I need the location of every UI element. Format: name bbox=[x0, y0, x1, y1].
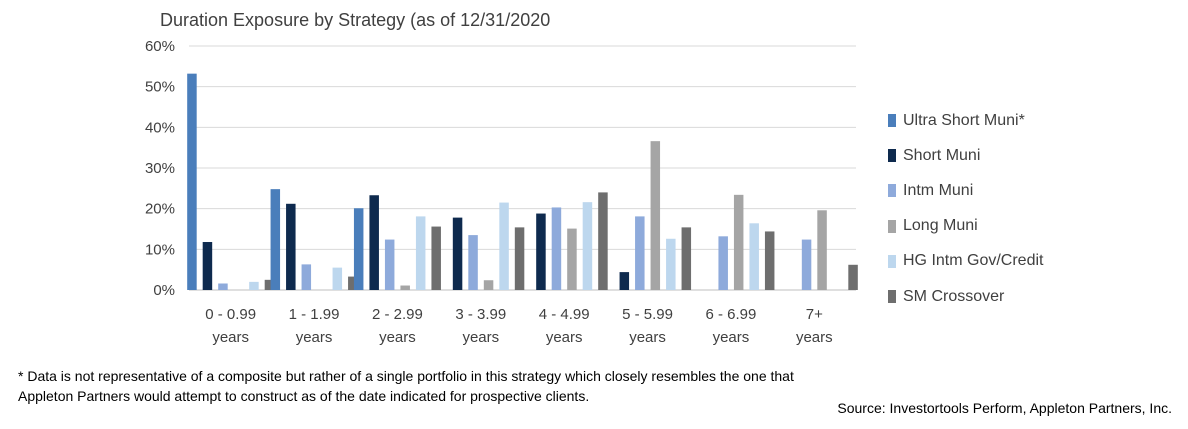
x-tick-label: 6 - 6.99 bbox=[706, 306, 757, 323]
x-tick-label: years bbox=[296, 329, 333, 346]
y-tick-label: 30% bbox=[145, 160, 175, 177]
bar bbox=[483, 280, 494, 290]
bar bbox=[452, 217, 463, 290]
bar bbox=[431, 226, 441, 290]
bar bbox=[369, 195, 379, 290]
bar bbox=[749, 223, 759, 290]
legend-swatch bbox=[888, 114, 896, 128]
bar bbox=[551, 207, 562, 290]
bar bbox=[567, 228, 577, 290]
y-tick-label: 50% bbox=[145, 79, 175, 96]
bar bbox=[202, 242, 213, 290]
bar bbox=[187, 73, 197, 290]
bar bbox=[499, 202, 509, 290]
x-tick-label: 3 - 3.99 bbox=[455, 306, 506, 323]
x-tick-label: years bbox=[629, 329, 666, 346]
bar bbox=[681, 227, 692, 290]
bar bbox=[332, 267, 343, 290]
x-tick-label: 4 - 4.99 bbox=[539, 306, 590, 323]
x-axis-tick-labels: 0 - 0.99 years 1 - 1.99 years 2 - 2.99 years 3… bbox=[205, 306, 832, 346]
x-tick-label: 2 - 2.99 bbox=[372, 306, 423, 323]
bar bbox=[666, 238, 676, 290]
bar bbox=[270, 189, 281, 290]
x-tick-label: years bbox=[462, 329, 499, 346]
x-tick-label: 1 - 1.99 bbox=[289, 306, 340, 323]
bar bbox=[817, 210, 827, 290]
legend-item: Intm Muni bbox=[888, 173, 1043, 208]
legend-item: Short Muni bbox=[888, 138, 1043, 173]
x-tick-label: years bbox=[212, 329, 249, 346]
x-tick-label: years bbox=[713, 329, 750, 346]
legend-swatch bbox=[888, 254, 896, 268]
x-tick-label: years bbox=[546, 329, 583, 346]
y-tick-label: 60% bbox=[145, 38, 175, 55]
bar bbox=[536, 213, 546, 290]
bar bbox=[650, 141, 661, 290]
bar bbox=[619, 272, 630, 290]
bar bbox=[218, 283, 228, 290]
bar bbox=[249, 281, 259, 290]
y-axis-tick-labels: 0% 10% 20% 30% 40% 50% 60% bbox=[145, 38, 175, 299]
legend-item: Ultra Short Muni* bbox=[888, 103, 1043, 138]
legend-item: SM Crossover bbox=[888, 279, 1043, 314]
x-tick-label: 0 - 0.99 bbox=[205, 306, 256, 323]
footnote: * Data is not representative of a compos… bbox=[18, 368, 794, 404]
bar bbox=[733, 194, 744, 290]
bar bbox=[400, 285, 410, 290]
legend-swatch bbox=[888, 149, 896, 163]
bar bbox=[415, 216, 426, 290]
y-tick-label: 40% bbox=[145, 119, 175, 136]
y-tick-label: 20% bbox=[145, 201, 175, 218]
bars bbox=[187, 73, 858, 290]
legend-item: Long Muni bbox=[888, 209, 1043, 244]
bar bbox=[801, 239, 812, 290]
bar bbox=[286, 203, 296, 290]
bar bbox=[718, 236, 728, 290]
legend-label: Intm Muni bbox=[903, 181, 974, 199]
legend-label: HG Intm Gov/Credit bbox=[903, 252, 1044, 270]
bar bbox=[514, 227, 525, 290]
legend-label: Short Muni bbox=[903, 146, 981, 164]
bar bbox=[301, 264, 312, 290]
bar bbox=[764, 231, 775, 290]
bar bbox=[264, 279, 275, 290]
legend-swatch bbox=[888, 219, 896, 233]
legend-label: SM Crossover bbox=[903, 287, 1005, 305]
bar bbox=[582, 202, 593, 290]
legend-item: HG Intm Gov/Credit bbox=[888, 244, 1043, 279]
bar bbox=[468, 235, 478, 290]
legend-label: Long Muni bbox=[903, 217, 978, 235]
x-tick-label: 7+ bbox=[806, 306, 823, 323]
y-tick-label: 10% bbox=[145, 241, 175, 258]
x-tick-label: years bbox=[379, 329, 416, 346]
legend-swatch bbox=[888, 184, 896, 198]
bar bbox=[348, 276, 358, 290]
chart-title: Duration Exposure by Strategy (as of 12/… bbox=[160, 10, 551, 30]
y-tick-label: 0% bbox=[153, 282, 175, 299]
bar bbox=[635, 216, 645, 290]
legend-swatch bbox=[888, 290, 896, 304]
bar bbox=[384, 239, 395, 290]
source-note: Source: Investortools Perform, Appleton … bbox=[837, 400, 1172, 416]
bar bbox=[848, 264, 858, 290]
x-tick-label: years bbox=[796, 329, 833, 346]
bar bbox=[598, 192, 608, 290]
x-tick-label: 5 - 5.99 bbox=[622, 306, 673, 323]
legend: Ultra Short Muni* Short Muni Intm Muni Long… bbox=[888, 103, 1043, 314]
legend-label: Ultra Short Muni* bbox=[903, 111, 1025, 129]
bar bbox=[353, 208, 364, 290]
